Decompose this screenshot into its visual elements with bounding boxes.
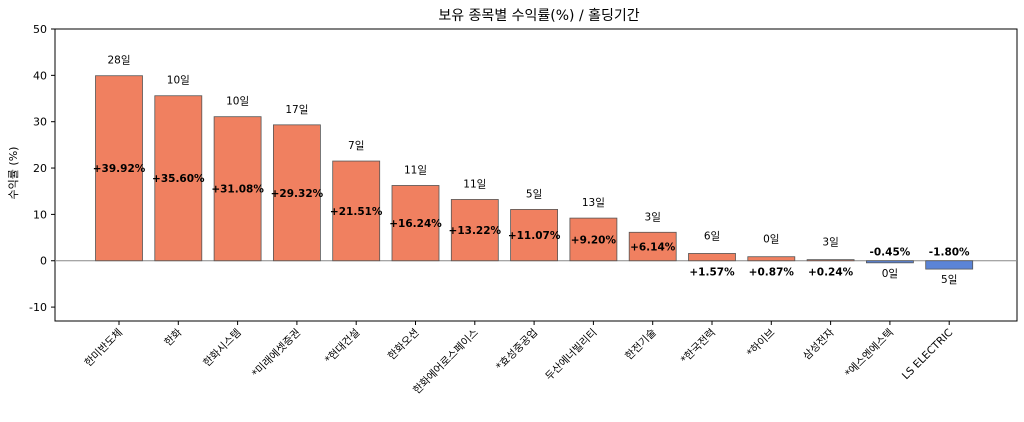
x-tick-label: *한국전력 (679, 327, 719, 367)
plot-frame (54, 28, 1018, 322)
holding-days-label: 5일 (526, 187, 542, 200)
x-tick-label: LS ELECTRIC (900, 327, 955, 382)
bar-value-label: +0.87% (749, 267, 795, 279)
x-tick-label: 한미반도체 (82, 327, 125, 370)
bar-value-label: +0.24% (808, 267, 854, 279)
x-tick-label: 두산에너빌리티 (543, 327, 599, 383)
bar (332, 160, 381, 262)
chart-title: 보유 종목별 수익률(%) / 홀딩기간 (438, 8, 639, 24)
bar-value-label: +39.92% (93, 163, 146, 175)
x-tick-label: 한화에어로스페이스 (411, 326, 481, 396)
bar (569, 217, 618, 262)
holding-days-label: 6일 (704, 229, 720, 242)
bar (154, 95, 203, 262)
x-tick-label: *현대건설 (323, 327, 363, 367)
holding-days-label: 17일 (285, 103, 308, 116)
y-tick-label: 0 (40, 255, 47, 268)
y-tick-label: -10 (29, 301, 47, 314)
bar-value-label: +31.08% (211, 184, 264, 196)
bar (628, 231, 677, 262)
bar-value-label: +6.14% (630, 242, 676, 254)
bar (213, 116, 262, 262)
holding-days-label: 11일 (463, 177, 486, 190)
holding-days-label: 10일 (167, 74, 190, 87)
y-tick-label: 20 (33, 162, 47, 175)
bar (866, 260, 914, 264)
holding-days-label: 7일 (348, 139, 364, 152)
y-axis: -10 0 10 20 30 40 50 (29, 23, 55, 314)
x-tick-label: *미래에셋증권 (250, 327, 303, 380)
y-tick-label: 40 (33, 69, 47, 82)
bar-value-label: -0.45% (870, 247, 911, 259)
x-tick-label: 한화시스템 (201, 327, 244, 370)
holding-days-label: 3일 (822, 236, 838, 249)
bar (391, 185, 440, 262)
y-tick-label: 30 (33, 116, 47, 129)
holding-days-label: 10일 (226, 95, 249, 108)
holding-days-label: 3일 (645, 210, 661, 223)
x-tick-label: *하이브 (744, 326, 778, 360)
bar (95, 75, 143, 262)
bar-value-label: +35.60% (152, 173, 205, 185)
bar-value-label: +11.07% (508, 230, 561, 242)
holding-days-label: 0일 (763, 233, 779, 246)
bar (272, 124, 321, 262)
x-tick-label: 삼성전자 (801, 326, 837, 362)
bar (747, 256, 796, 262)
bar (450, 199, 499, 262)
bar (688, 253, 736, 262)
bar-value-label: +16.24% (389, 218, 442, 230)
y-axis-label: 수익률 (%) (7, 147, 20, 200)
holding-days-label: 28일 (107, 54, 130, 67)
bar-value-label: +29.32% (271, 188, 324, 200)
bar (510, 209, 559, 262)
bar-value-label: +9.20% (571, 234, 617, 246)
holding-days-label: 5일 (941, 273, 957, 286)
x-tick-label: 한화 (162, 326, 184, 348)
bar (806, 259, 855, 262)
x-tick-label: *효성중공업 (493, 326, 540, 373)
holding-days-label: 11일 (404, 163, 427, 176)
bar (925, 260, 974, 270)
x-tick-label: *에스엔에스텍 (843, 327, 896, 380)
bar-value-label: +13.22% (449, 225, 502, 237)
x-tick-label: 한전기술 (623, 326, 659, 362)
bars-group: +39.92% 28일 +35.60% 10일 +31.08% 10일 +29.32% 17일… (93, 54, 974, 286)
holding-days-label: 0일 (882, 267, 898, 280)
holding-days-label: 13일 (582, 196, 605, 209)
bar-value-label: +1.57% (689, 267, 735, 279)
y-tick-label: 10 (33, 208, 47, 221)
bar-value-label: +21.51% (330, 206, 383, 218)
y-tick-label: 50 (33, 23, 47, 36)
bar-value-label: -1.80% (929, 247, 970, 259)
x-tick-label: 한화오션 (386, 327, 422, 363)
